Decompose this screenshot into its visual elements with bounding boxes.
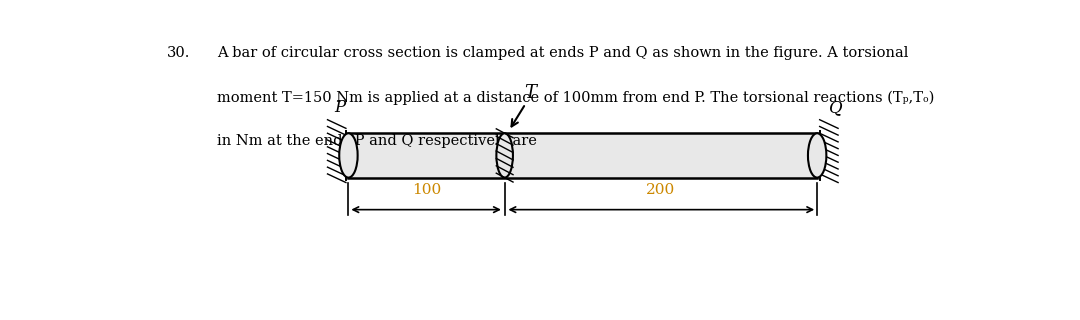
Ellipse shape	[497, 133, 513, 178]
Text: 200: 200	[646, 183, 675, 197]
Text: 30.: 30.	[166, 46, 190, 60]
FancyBboxPatch shape	[349, 133, 818, 178]
Text: Q: Q	[828, 99, 842, 116]
Text: A bar of circular cross section is clamped at ends P and Q as shown in the figur: A bar of circular cross section is clamp…	[217, 46, 908, 60]
Ellipse shape	[808, 133, 826, 178]
Text: in Nm at the ends P and Q respectively are: in Nm at the ends P and Q respectively a…	[217, 134, 537, 148]
Ellipse shape	[339, 133, 357, 178]
Text: T: T	[524, 84, 536, 102]
Text: 100: 100	[411, 183, 441, 197]
Text: P: P	[335, 99, 346, 116]
Text: moment T=150 Nm is applied at a distance of 100mm from end P. The torsional reac: moment T=150 Nm is applied at a distance…	[217, 90, 934, 105]
